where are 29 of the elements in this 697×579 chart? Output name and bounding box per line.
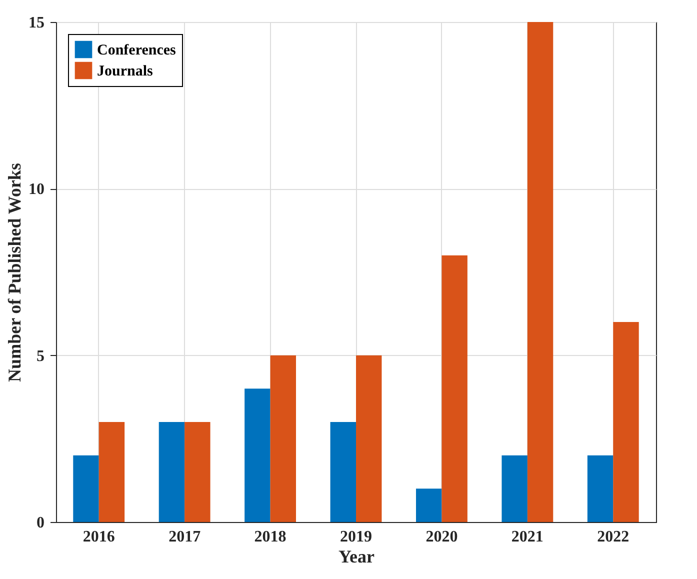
x-tick-label: 2022 — [597, 528, 630, 546]
bar — [98, 422, 125, 522]
x-tick-label: 2021 — [511, 528, 544, 546]
y-tick-label: 5 — [36, 348, 44, 365]
x-axis-title: Year — [338, 546, 374, 566]
y-axis-title: Number of Published Works — [4, 163, 24, 382]
bar — [270, 355, 296, 522]
bar — [73, 455, 99, 522]
y-tick-label: 10 — [28, 181, 44, 198]
x-tick-label: 2016 — [82, 528, 115, 546]
bar — [502, 455, 528, 522]
bar — [587, 455, 614, 522]
bar — [442, 255, 468, 522]
legend-label: Journals — [97, 64, 154, 80]
bar — [416, 488, 442, 522]
bar — [527, 22, 554, 522]
x-tick-label: 2019 — [340, 528, 372, 546]
bar — [356, 355, 382, 522]
y-tick-label: 15 — [28, 14, 44, 32]
bar — [158, 422, 185, 522]
bar — [330, 422, 356, 522]
x-tick-label: 2018 — [254, 528, 286, 546]
legend-label: Conferences — [97, 42, 176, 58]
x-tick-label: 2017 — [168, 528, 201, 546]
bar — [613, 322, 639, 522]
bar — [184, 422, 210, 522]
x-tick-label: 2020 — [426, 528, 458, 546]
bar — [244, 388, 270, 522]
y-tick-label: 0 — [36, 514, 44, 532]
